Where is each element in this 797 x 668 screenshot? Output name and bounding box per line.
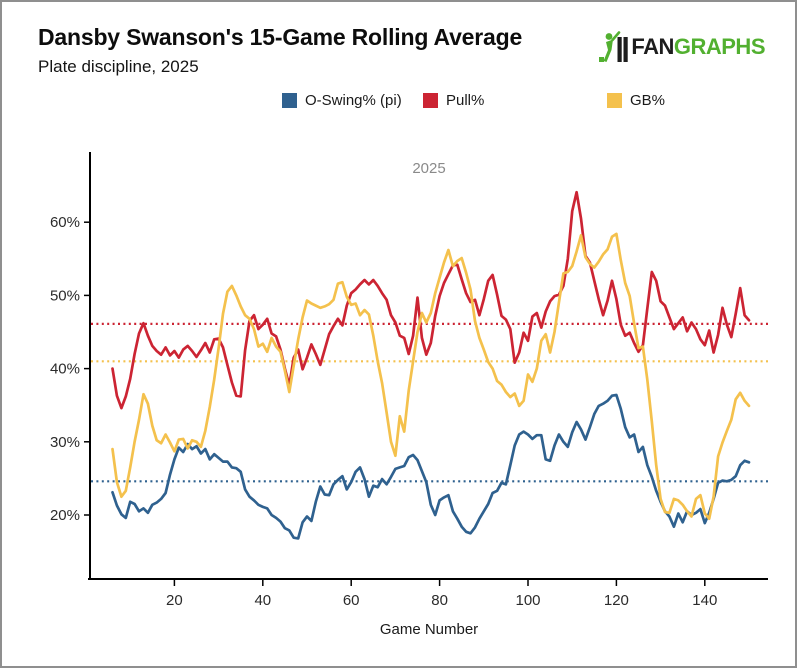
legend-swatch-o-swing-icon bbox=[282, 93, 297, 108]
x-tick-label: 140 bbox=[692, 592, 717, 609]
x-tick-label: 40 bbox=[254, 592, 271, 609]
page-subtitle: Plate discipline, 2025 bbox=[38, 57, 199, 76]
legend-swatch-pull-icon bbox=[423, 93, 438, 108]
logo-fan: FAN bbox=[631, 34, 674, 59]
x-tick-label: 20 bbox=[166, 592, 183, 609]
y-tick-label: 50% bbox=[50, 287, 80, 304]
x-axis-title: Game Number bbox=[379, 621, 479, 638]
x-tick-label: 80 bbox=[431, 592, 448, 609]
y-tick-label: 40% bbox=[50, 361, 80, 378]
logo-graphs: GRAPHS bbox=[673, 34, 766, 59]
legend-item-gb[interactable]: GB% bbox=[607, 92, 665, 109]
x-tick-label: 60 bbox=[343, 592, 360, 609]
y-tick-label: 20% bbox=[50, 507, 80, 524]
series-line-gb bbox=[111, 232, 751, 521]
y-tick-label: 30% bbox=[50, 434, 80, 451]
legend-item-o-swing[interactable]: O-Swing% (pi) bbox=[282, 92, 402, 109]
fangraphs-batter-icon bbox=[598, 30, 629, 64]
page-title: Dansby Swanson's 15-Game Rolling Average bbox=[38, 24, 523, 50]
x-tick-label: 120 bbox=[604, 592, 629, 609]
legend-item-pull[interactable]: Pull% bbox=[423, 92, 484, 109]
y-tick-label: 60% bbox=[50, 214, 80, 231]
plot-year-annotation: 2025 bbox=[412, 160, 446, 177]
series-line-o-swing bbox=[111, 393, 751, 540]
legend-label-pull: Pull% bbox=[446, 92, 485, 109]
fangraphs-logo: FANGRAPHS bbox=[598, 30, 766, 64]
series-line-pull bbox=[111, 190, 751, 410]
x-tick-label: 100 bbox=[515, 592, 540, 609]
legend-label-o-swing: O-Swing% (pi) bbox=[305, 92, 402, 109]
legend-label-gb: GB% bbox=[630, 92, 666, 109]
legend-swatch-gb-icon bbox=[607, 93, 622, 108]
